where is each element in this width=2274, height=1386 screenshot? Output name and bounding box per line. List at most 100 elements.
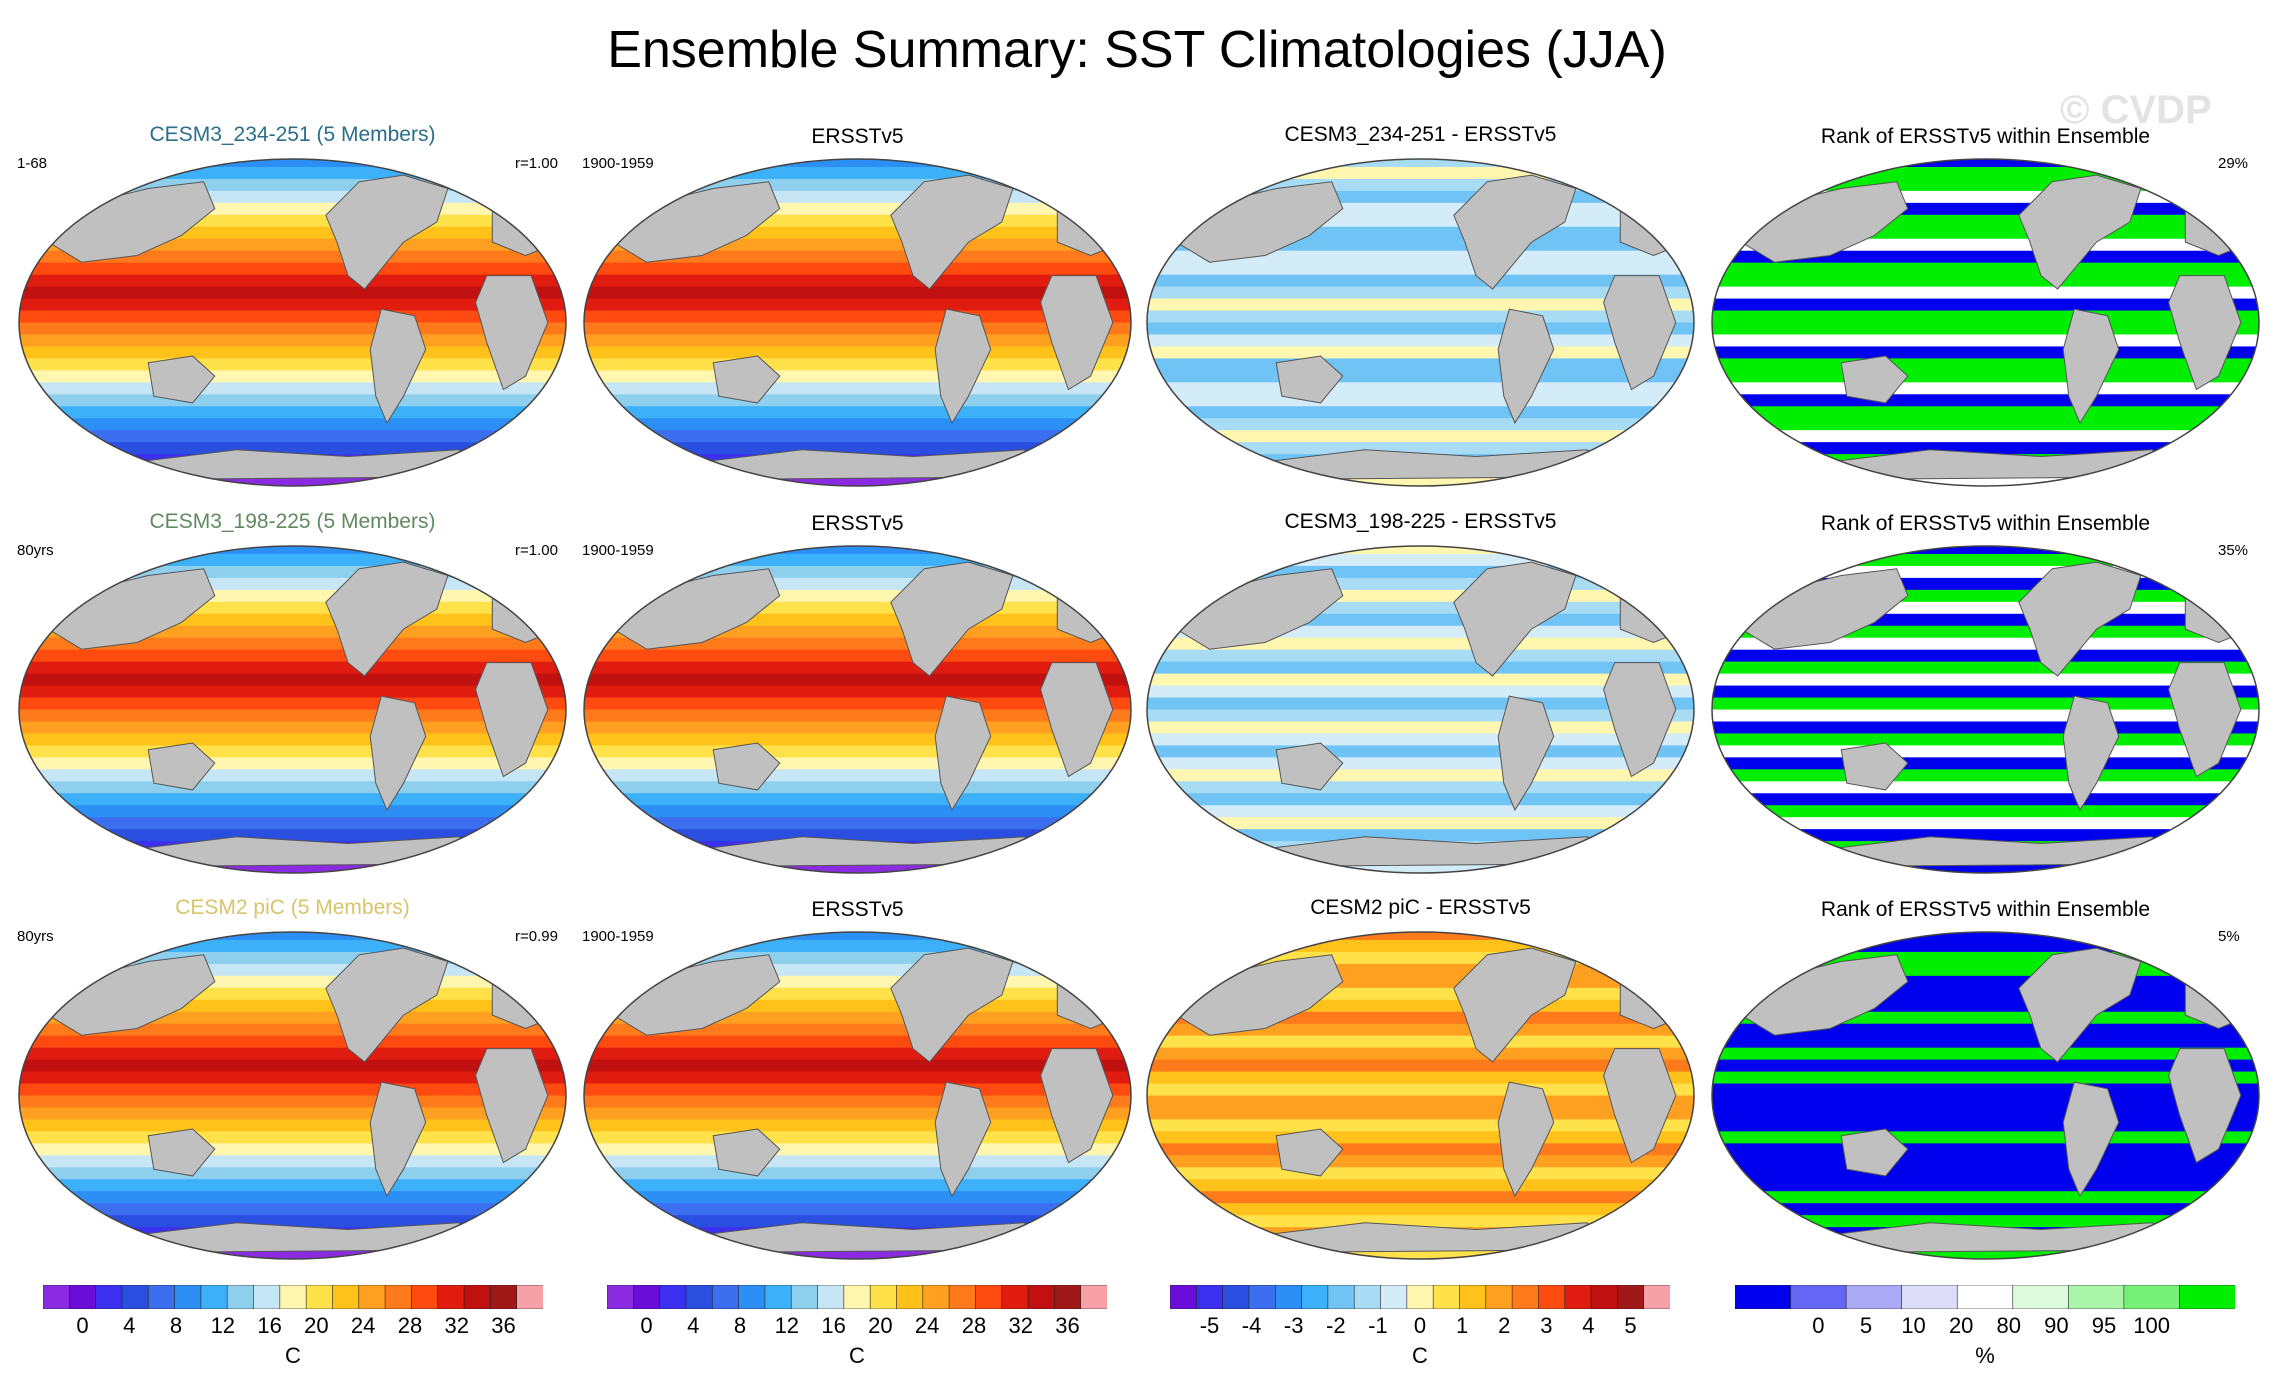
colorbar-tick-label: -2: [1326, 1313, 1346, 1338]
colorbar-tick-label: 32: [1008, 1313, 1033, 1338]
field-band: [1147, 406, 1694, 420]
rank-title: Rank of ERSSTv5 within Ensemble: [1820, 125, 2151, 148]
colorbar-swatch: [1617, 1285, 1645, 1309]
field-band: [1712, 478, 2259, 486]
colorbar-tick-label: 0: [76, 1313, 89, 1338]
colorbar-tick-label: -4: [1241, 1313, 1262, 1338]
field-band: [19, 733, 566, 747]
rank-colorbar: [1735, 1285, 2235, 1309]
field-band: [1147, 745, 1694, 759]
field-band: [19, 745, 566, 759]
colorbar-swatch: [1406, 1285, 1434, 1309]
field-band: [19, 951, 566, 965]
land-mass: [1056, 960, 1125, 1030]
rank-title: Rank of ERSSTv5 within Ensemble: [1820, 898, 2151, 921]
field-band: [584, 430, 1131, 444]
field-band: [584, 697, 1131, 711]
land-mass: [2062, 1081, 2120, 1198]
obs-map-row3: [583, 931, 1132, 1260]
land-mass: [934, 308, 992, 425]
land-mass: [2129, 164, 2175, 189]
field-band: [584, 1203, 1131, 1217]
field-band: [584, 190, 1131, 204]
field-band: [1147, 478, 1694, 486]
field-band: [584, 334, 1131, 348]
field-band: [1147, 649, 1694, 663]
land-mass: [1603, 662, 1677, 778]
model-map-row2: [18, 545, 567, 874]
field-band: [1712, 546, 2259, 555]
field-band: [19, 709, 566, 723]
colorbar-swatch: [607, 1285, 635, 1309]
field-band: [1712, 1047, 2259, 1061]
rank-map-row2: [1711, 545, 2260, 874]
land-mass: [1001, 551, 1047, 576]
field-band: [1147, 733, 1694, 747]
field-band: [1147, 673, 1694, 687]
colorbar-swatch: [1538, 1285, 1566, 1309]
field-band: [1147, 865, 1694, 873]
field-band: [1147, 637, 1694, 651]
field-band: [584, 685, 1131, 699]
field-band: [1147, 661, 1694, 675]
colorbar-swatch: [922, 1285, 950, 1309]
field-band: [584, 1035, 1131, 1049]
land-mass: [890, 174, 1014, 290]
colorbar-swatch: [200, 1285, 229, 1309]
field-band: [19, 637, 566, 651]
field-band: [1147, 250, 1694, 264]
colorbar-tick-label: 90: [2044, 1313, 2069, 1338]
sst-colorbar-unit: C: [285, 1343, 301, 1368]
colorbar-tick-label: 5: [1859, 1313, 1873, 1338]
land-mass: [475, 1048, 549, 1164]
field-band: [1147, 430, 1694, 444]
colorbar-swatch: [1485, 1285, 1513, 1309]
field-band: [19, 805, 566, 819]
diff-map-row3: [1146, 931, 1695, 1260]
obs-title: ERSSTv5: [811, 898, 904, 921]
colorbar-tick-label: 16: [257, 1313, 282, 1338]
colorbar-swatch: [1196, 1285, 1224, 1309]
land-mass: [1001, 164, 1047, 189]
field-band: [1712, 793, 2259, 807]
land-mass: [491, 960, 560, 1030]
field-band: [1147, 298, 1694, 312]
field-band: [1712, 1071, 2259, 1085]
field-band: [1712, 709, 2259, 723]
map-border: [583, 545, 1132, 874]
field-band: [19, 178, 566, 192]
field-band: [584, 769, 1131, 783]
field-band: [1712, 310, 2259, 324]
field-band: [19, 817, 566, 831]
colorbar-tick-label: 8: [169, 1313, 183, 1338]
field-band: [584, 865, 1131, 873]
obs-period: 1900-1959: [582, 155, 654, 172]
colorbar-swatch: [843, 1285, 871, 1309]
field-band: [19, 1107, 566, 1121]
field-band: [19, 546, 566, 555]
field-band: [1712, 1203, 2259, 1217]
field-band: [584, 709, 1131, 723]
field-band: [584, 394, 1131, 408]
map-border: [1146, 158, 1695, 487]
field-band: [584, 781, 1131, 795]
pattern-correlation: r=0.99: [515, 928, 558, 945]
field-band: [1712, 757, 2259, 771]
colorbar-swatch: [279, 1285, 307, 1309]
field-band: [584, 406, 1131, 420]
field-band: [1147, 190, 1694, 204]
colorbar-tick-label: 12: [774, 1313, 800, 1338]
land-mass: [1056, 574, 1125, 644]
land-mass: [1453, 174, 1577, 290]
field-band: [19, 721, 566, 735]
map-border: [18, 545, 567, 874]
land-mass: [2129, 937, 2175, 962]
model-period: 80yrs: [17, 542, 54, 559]
land-mass: [2168, 275, 2242, 391]
diff-title: CESM3_234-251 - ERSSTv5: [1284, 123, 1557, 146]
pattern-correlation: r=1.00: [515, 542, 558, 559]
field-band: [19, 1083, 566, 1097]
field-band: [584, 1059, 1131, 1073]
field-band: [1147, 817, 1694, 831]
field-band: [1712, 932, 2259, 941]
